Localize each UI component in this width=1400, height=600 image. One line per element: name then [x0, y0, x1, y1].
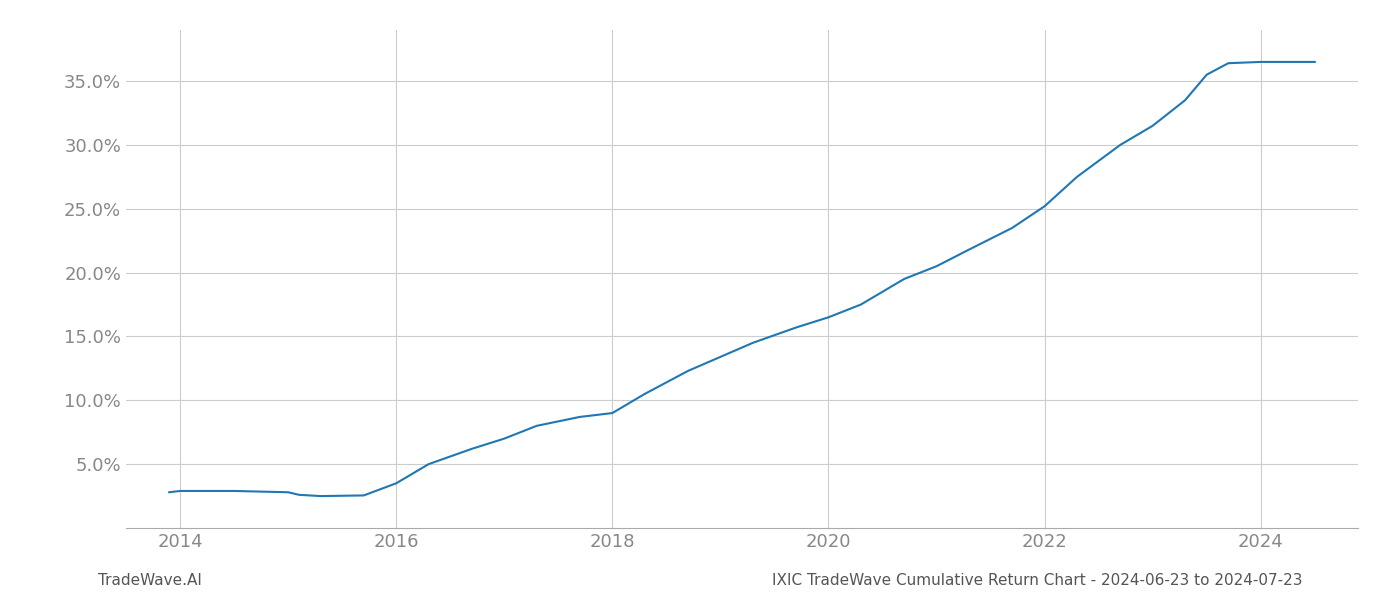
Text: IXIC TradeWave Cumulative Return Chart - 2024-06-23 to 2024-07-23: IXIC TradeWave Cumulative Return Chart -… — [771, 573, 1302, 588]
Text: TradeWave.AI: TradeWave.AI — [98, 573, 202, 588]
